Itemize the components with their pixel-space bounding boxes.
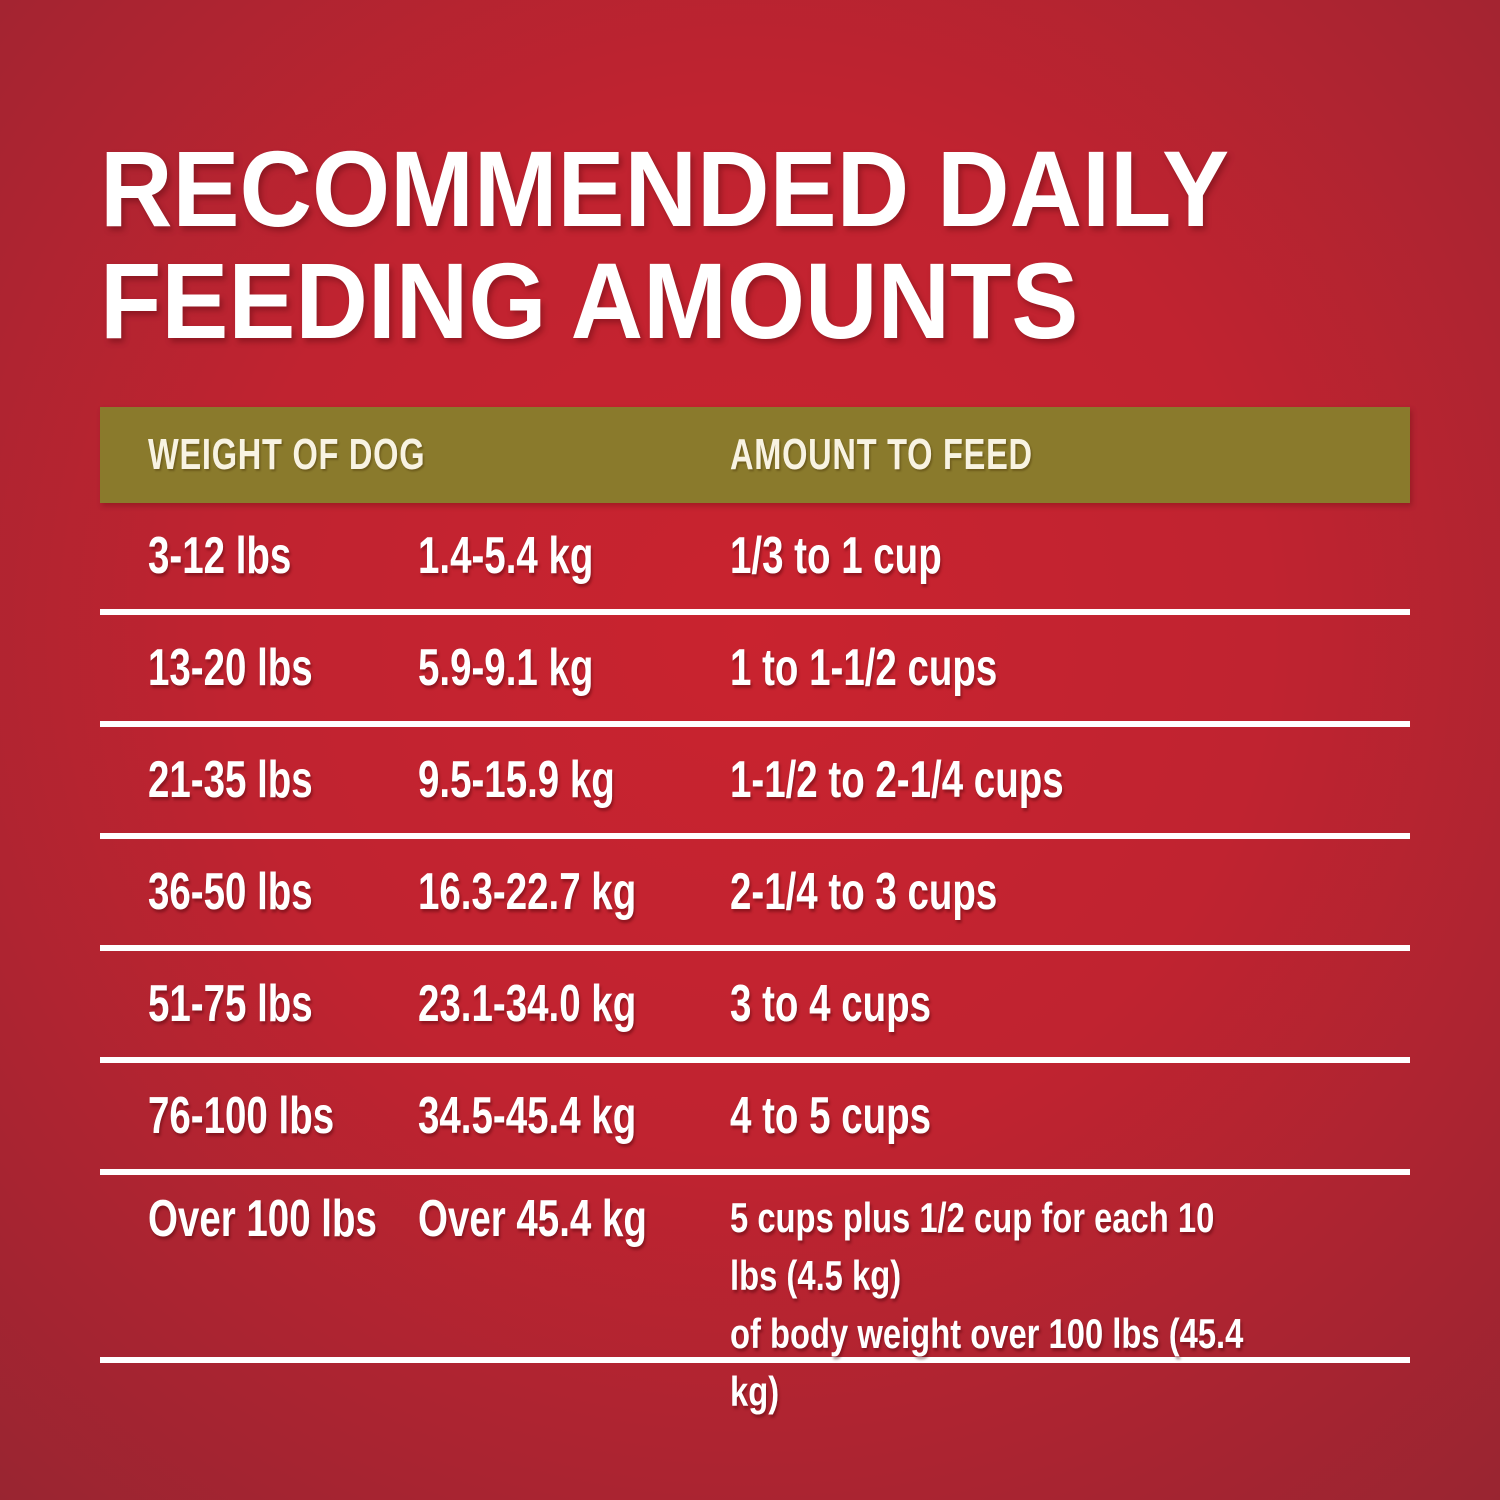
column-header-weight-of-dog: WEIGHT OF DOG xyxy=(148,430,426,479)
page-title-line-2: FEEDING AMOUNTS xyxy=(100,240,1079,361)
cell-amount-to-feed: 1 to 1-1/2 cups xyxy=(730,639,998,697)
page-title-line-1: RECOMMENDED DAILY xyxy=(100,128,1230,249)
cell-amount-to-feed: 5 cups plus 1/2 cup for each 10 lbs (4.5… xyxy=(730,1194,1244,1415)
cell-weight-kg: 5.9-9.1 kg xyxy=(418,639,594,697)
cell-weight-kg: 23.1-34.0 kg xyxy=(418,975,637,1033)
cell-amount-to-feed: 2-1/4 to 3 cups xyxy=(730,863,998,921)
cell-amount-to-feed: 3 to 4 cups xyxy=(730,975,932,1033)
table-row: Over 100 lbs Over 45.4 kg 5 cups plus 1/… xyxy=(100,1175,1410,1415)
feeding-chart-panel: RECOMMENDED DAILY FEEDING AMOUNTS WEIGHT… xyxy=(100,133,1410,1415)
cell-weight-kg: 34.5-45.4 kg xyxy=(418,1087,637,1145)
table-row: 3-12 lbs 1.4-5.4 kg 1/3 to 1 cup xyxy=(100,503,1410,615)
table-row: 13-20 lbs 5.9-9.1 kg 1 to 1-1/2 cups xyxy=(100,615,1410,727)
table-row: 76-100 lbs 34.5-45.4 kg 4 to 5 cups xyxy=(100,1063,1410,1175)
cell-weight-kg: 9.5-15.9 kg xyxy=(418,751,615,809)
cell-weight-lbs: 36-50 lbs xyxy=(148,863,313,921)
table-row: 36-50 lbs 16.3-22.7 kg 2-1/4 to 3 cups xyxy=(100,839,1410,951)
cell-weight-kg: 1.4-5.4 kg xyxy=(418,527,594,585)
column-header-amount-to-feed: AMOUNT TO FEED xyxy=(730,430,1033,479)
table-row: 21-35 lbs 9.5-15.9 kg 1-1/2 to 2-1/4 cup… xyxy=(100,727,1410,839)
cell-weight-lbs: 21-35 lbs xyxy=(148,751,313,809)
cell-amount-to-feed: 1/3 to 1 cup xyxy=(730,527,942,585)
table-header-band: WEIGHT OF DOG AMOUNT TO FEED xyxy=(100,407,1410,503)
cell-weight-lbs: 76-100 lbs xyxy=(148,1087,335,1145)
table-row: 51-75 lbs 23.1-34.0 kg 3 to 4 cups xyxy=(100,951,1410,1063)
cell-weight-kg: Over 45.4 kg xyxy=(418,1190,647,1248)
cell-weight-lbs: 13-20 lbs xyxy=(148,639,313,697)
cell-amount-to-feed: 1-1/2 to 2-1/4 cups xyxy=(730,751,1064,809)
cell-weight-kg: 16.3-22.7 kg xyxy=(418,863,637,921)
cell-amount-to-feed: 4 to 5 cups xyxy=(730,1087,932,1145)
cell-weight-lbs: 51-75 lbs xyxy=(148,975,313,1033)
page-title: RECOMMENDED DAILY FEEDING AMOUNTS xyxy=(100,133,1410,357)
cell-weight-lbs: 3-12 lbs xyxy=(148,527,292,585)
cell-weight-lbs: Over 100 lbs xyxy=(148,1190,377,1248)
